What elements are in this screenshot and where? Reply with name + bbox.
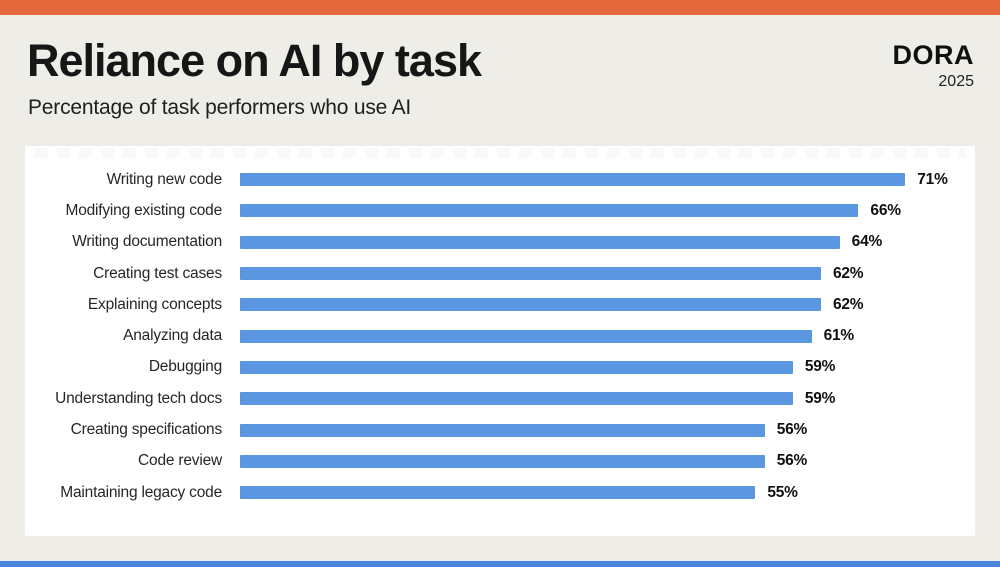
bar bbox=[240, 235, 840, 249]
brand-block: DORA 2025 bbox=[893, 42, 975, 90]
bar bbox=[240, 454, 765, 468]
category-label: Debugging bbox=[148, 358, 222, 376]
chart-row: Explaining concepts 62% bbox=[25, 289, 975, 320]
chart-row: Maintaining legacy code 55% bbox=[25, 477, 975, 508]
category-label: Creating test cases bbox=[93, 264, 222, 282]
bottom-accent-bar bbox=[0, 561, 1000, 567]
category-label: Understanding tech docs bbox=[55, 389, 222, 407]
value-label: 61% bbox=[823, 327, 855, 345]
chart-row: Modifying existing code 66% bbox=[25, 195, 975, 226]
top-accent-bar bbox=[0, 0, 1000, 15]
value-label: 71% bbox=[917, 170, 948, 188]
page-title: Reliance on AI by task bbox=[27, 35, 482, 86]
bar bbox=[240, 173, 906, 187]
category-label: Explaining concepts bbox=[87, 295, 222, 313]
watermark-strip bbox=[35, 148, 965, 158]
dora-logo: DORA bbox=[892, 40, 974, 70]
bar bbox=[240, 329, 812, 343]
chart-row: Creating test cases 62% bbox=[25, 258, 975, 289]
chart-row: Creating specifications 56% bbox=[25, 414, 975, 445]
bar bbox=[240, 267, 821, 281]
chart-row: Analyzing data 61% bbox=[25, 320, 975, 351]
value-label: 56% bbox=[776, 452, 808, 470]
value-label: 64% bbox=[851, 233, 883, 251]
bar bbox=[240, 360, 793, 374]
category-label: Writing documentation bbox=[72, 233, 222, 251]
value-label: 56% bbox=[776, 421, 808, 439]
category-label: Code review bbox=[138, 452, 222, 470]
chart-row: Writing new code 71% bbox=[25, 164, 975, 195]
category-label: Creating specifications bbox=[70, 421, 223, 439]
chart-row: Understanding tech docs 59% bbox=[25, 383, 975, 414]
value-label: 66% bbox=[870, 201, 901, 219]
value-label: 59% bbox=[804, 389, 836, 407]
value-label: 62% bbox=[832, 295, 864, 313]
bar-chart: Writing new code 71% Modifying existing … bbox=[25, 164, 975, 508]
value-label: 62% bbox=[832, 264, 864, 282]
chart-card: Writing new code 71% Modifying existing … bbox=[25, 146, 975, 536]
chart-row: Code review 56% bbox=[25, 446, 975, 477]
category-label: Analyzing data bbox=[123, 327, 222, 345]
bar bbox=[240, 204, 859, 218]
category-label: Maintaining legacy code bbox=[60, 483, 222, 501]
brand-year: 2025 bbox=[938, 73, 974, 90]
bar bbox=[240, 392, 793, 406]
category-label: Modifying existing code bbox=[65, 201, 222, 219]
bar bbox=[240, 423, 765, 437]
chart-row: Writing documentation 64% bbox=[25, 227, 975, 258]
page-subtitle: Percentage of task performers who use AI bbox=[28, 96, 412, 119]
value-label: 55% bbox=[767, 483, 798, 501]
bar bbox=[240, 298, 821, 312]
bar bbox=[240, 486, 756, 500]
value-label: 59% bbox=[804, 358, 836, 376]
chart-row: Debugging 59% bbox=[25, 352, 975, 383]
category-label: Writing new code bbox=[106, 170, 223, 188]
